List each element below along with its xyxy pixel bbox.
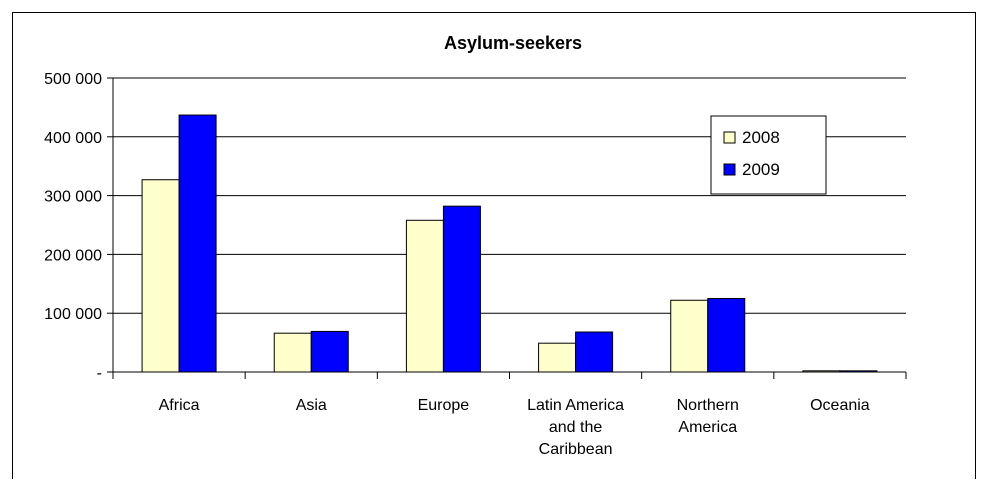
x-tick-label: Europe bbox=[418, 397, 470, 414]
x-tick-label: Asia bbox=[296, 397, 327, 414]
bar-2008-1 bbox=[273, 332, 312, 373]
y-tick-label: - bbox=[97, 365, 102, 382]
bar-2009-3 bbox=[575, 331, 614, 373]
legend-label: 2008 bbox=[742, 128, 780, 147]
y-tick-label: 300 000 bbox=[44, 189, 102, 206]
y-axis: - 100 000 200 000 300 000 400 000 500 000 bbox=[44, 71, 114, 382]
bars bbox=[141, 114, 878, 373]
bar-2008-4 bbox=[670, 299, 709, 373]
legend-swatch bbox=[723, 163, 736, 176]
x-tick-label: Africa bbox=[159, 397, 200, 414]
y-tick-label: 100 000 bbox=[44, 306, 102, 323]
x-axis: Africa Asia Europe Latin America and the Cari… bbox=[112, 371, 907, 458]
x-tick-label: Oceania bbox=[810, 397, 870, 414]
y-tick-label: 500 000 bbox=[44, 71, 102, 88]
gridlines bbox=[113, 77, 906, 314]
bar-2008-3 bbox=[538, 342, 577, 373]
bar-2009-1 bbox=[310, 330, 349, 373]
x-tick-label: Latin America and the Caribbean bbox=[527, 397, 624, 458]
bar-2009-0 bbox=[178, 114, 217, 373]
bar-2008-0 bbox=[141, 179, 180, 373]
y-tick-label: 400 000 bbox=[44, 130, 102, 147]
legend-box bbox=[710, 115, 827, 195]
y-tick-label: 200 000 bbox=[44, 247, 102, 264]
bar-2008-2 bbox=[405, 219, 444, 373]
x-tick-label: Northern America bbox=[677, 397, 739, 436]
legend-label: 2009 bbox=[742, 160, 780, 179]
legend-swatch bbox=[723, 131, 736, 144]
chart-title: Asylum-seekers bbox=[444, 33, 582, 53]
bar-2009-4 bbox=[707, 298, 746, 373]
legend: 2008 2009 bbox=[710, 115, 827, 195]
bar-2009-2 bbox=[442, 205, 481, 373]
